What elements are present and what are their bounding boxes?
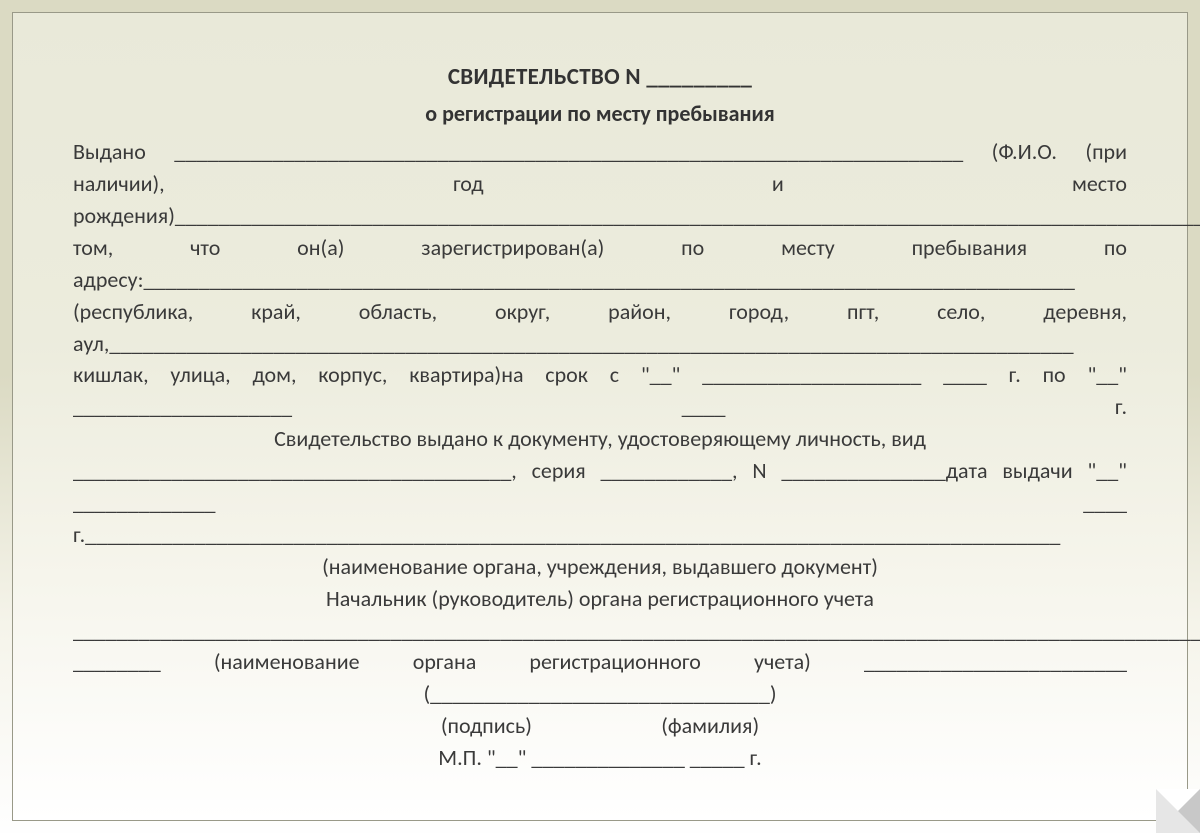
page-corner-fold-icon — [1156, 789, 1200, 833]
document-title: СВИДЕТЕЛЬСТВО N _________ — [73, 61, 1127, 94]
year-line: г.______________________________________… — [73, 519, 1127, 551]
document-body: Выдано _________________________________… — [73, 136, 1127, 423]
reg-org-line: ________ (наименование органа регистраци… — [73, 646, 1127, 678]
signature-labels: (подпись) (фамилия) — [73, 710, 1127, 742]
certificate-issued-line: Свидетельство выдано к документу, удосто… — [73, 423, 1127, 455]
signature-underline: (_______________________________) — [73, 678, 1127, 710]
long-underline: ________________________________________… — [73, 615, 1127, 647]
chief-line: Начальник (руководитель) органа регистра… — [73, 583, 1127, 615]
certificate-document: СВИДЕТЕЛЬСТВО N _________ о регистрации … — [12, 12, 1188, 821]
page-background: СВИДЕТЕЛЬСТВО N _________ о регистрации … — [0, 0, 1200, 833]
year-text: г.______________________________________… — [73, 521, 1060, 548]
document-subtitle: о регистрации по месту пребывания — [73, 98, 1127, 130]
reg-org-text: ________ (наименование органа регистраци… — [73, 648, 1127, 675]
body-text: Выдано _________________________________… — [73, 138, 1200, 420]
series-line: ________________________________________… — [73, 455, 1127, 519]
issuer-note: (наименование органа, учреждения, выдавш… — [73, 551, 1127, 583]
series-text: ________________________________________… — [73, 457, 1127, 516]
stamp-line: М.П. "__" ______________ _____ г. — [73, 742, 1127, 774]
